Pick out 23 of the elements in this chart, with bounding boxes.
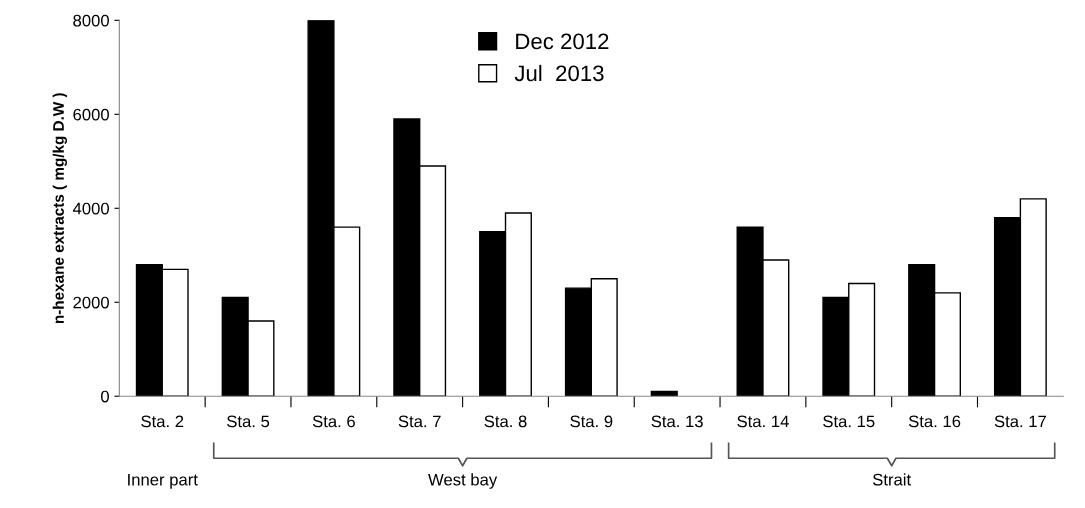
text: Strait <box>872 473 911 486</box>
x-tick-label: Sta. 9 <box>570 415 613 428</box>
text: West bay <box>428 473 498 489</box>
bar <box>650 390 678 397</box>
y-tick-label: 0 <box>101 390 109 403</box>
x-tick-label: Sta. 8 <box>484 415 527 428</box>
x-tick-label: Sta. 16 <box>908 415 961 428</box>
x-tick-label: Sta. 7 <box>398 415 441 428</box>
x-tick-label: Sta. 14 <box>737 415 789 428</box>
y-tick-label: 8000 <box>73 14 109 27</box>
y-tick-label: 2000 <box>73 296 109 309</box>
x-tick-label: Sta. 5 <box>227 415 270 428</box>
x-tick-label: Sta. 15 <box>823 415 875 428</box>
x-tick-label: Sta. 6 <box>312 415 355 428</box>
y-tick-label: 4000 <box>72 202 109 215</box>
y-tick-label: 6000 <box>73 108 109 121</box>
y-axis-title: n-hexane extracts ( mg/kg D.W ) <box>52 93 67 324</box>
legend-label: Jul 2013 <box>514 64 604 82</box>
text: Inner part <box>128 473 198 489</box>
x-tick-label: Sta. 17 <box>994 415 1046 428</box>
x-tick-label: Sta. 13 <box>651 415 703 428</box>
x-tick-label: Sta. 2 <box>141 415 184 428</box>
legend-label: Dec 2012 <box>516 33 609 50</box>
